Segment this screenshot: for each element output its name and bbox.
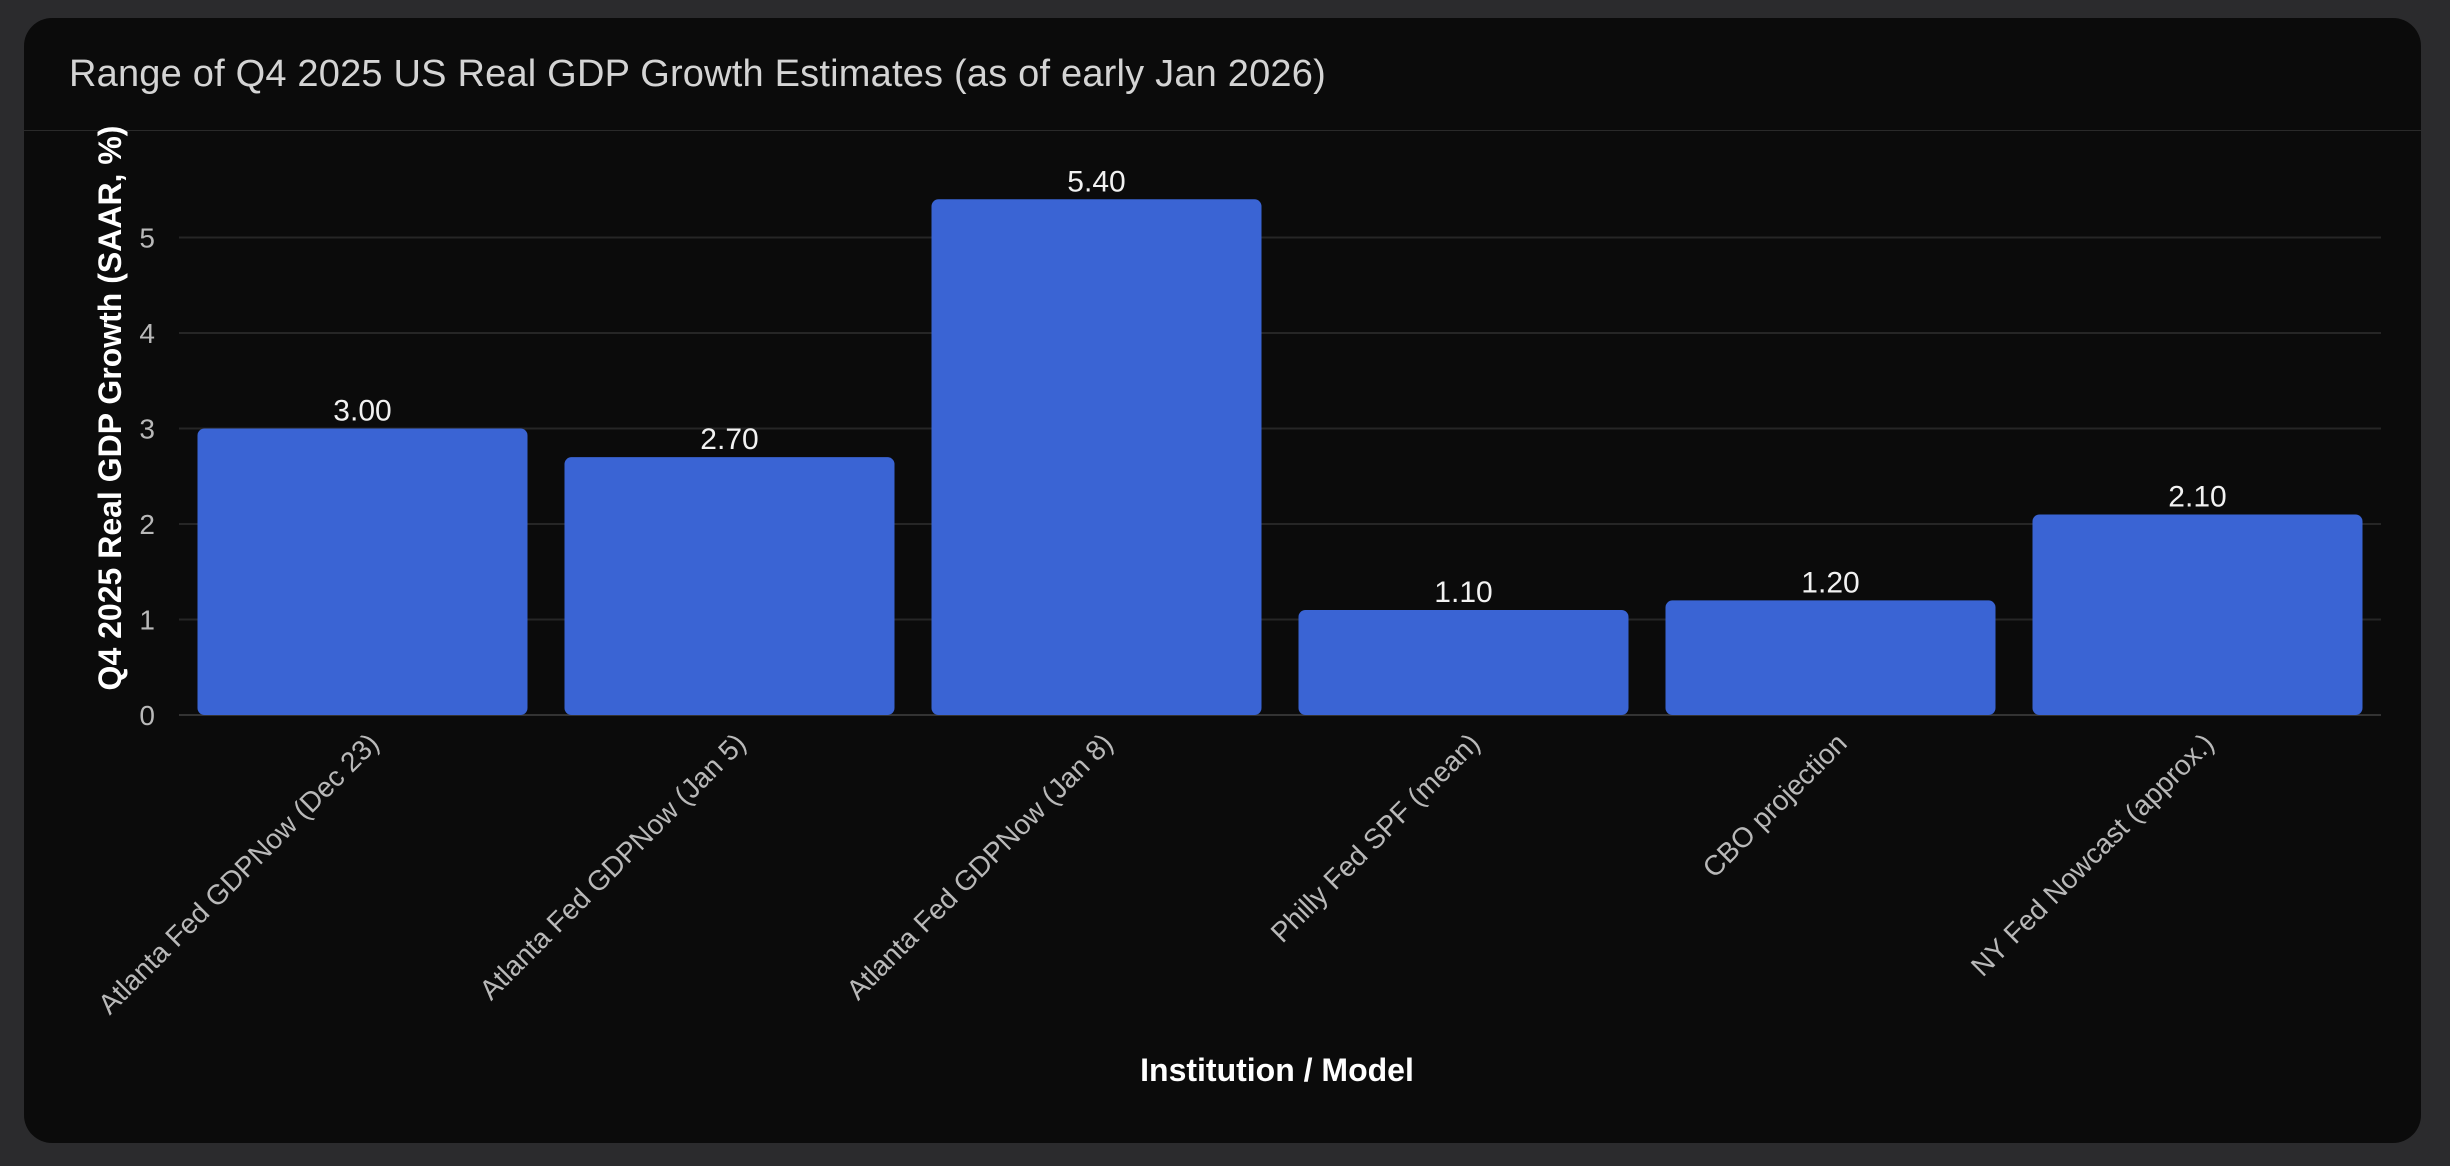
- x-axis-categories: Atlanta Fed GDPNow (Dec 23) Atlanta Fed G…: [92, 727, 2220, 1020]
- bar-value-label: 1.20: [1801, 566, 1859, 599]
- y-tick-label: 4: [139, 318, 155, 349]
- y-axis-ticks: 0 1 2 3 4 5: [139, 223, 155, 732]
- chart-card: Range of Q4 2025 US Real GDP Growth Esti…: [24, 18, 2421, 1143]
- bar-chart: 0 1 2 3 4 5 3.00 2.70 5.40 1.10 1.20 2.10 Atlanta …: [92, 126, 2381, 1088]
- x-category-label: Atlanta Fed GDPNow (Jan 8): [840, 727, 1118, 1005]
- bar: [1298, 609, 1629, 715]
- bar: [197, 428, 528, 715]
- y-tick-label: 5: [139, 223, 155, 254]
- gridlines: [179, 236, 2381, 716]
- bar-value-label: 2.70: [700, 423, 758, 456]
- bars: [197, 199, 2363, 716]
- x-axis-title: Institution / Model: [1140, 1052, 1414, 1088]
- bar: [2032, 514, 2363, 715]
- x-category-label: CBO projection: [1697, 727, 1853, 883]
- bar-value-label: 1.10: [1434, 576, 1492, 609]
- bar: [931, 199, 1262, 716]
- y-tick-label: 2: [139, 509, 155, 540]
- x-category-label: NY Fed Nowcast (approx.): [1965, 727, 2220, 982]
- bar: [564, 457, 895, 715]
- data-labels: 3.00 2.70 5.40 1.10 1.20 2.10: [333, 165, 2226, 609]
- bar-value-label: 5.40: [1067, 165, 1125, 198]
- y-tick-label: 3: [139, 414, 155, 445]
- bar-value-label: 2.10: [2168, 480, 2226, 513]
- x-category-label: Atlanta Fed GDPNow (Dec 23): [92, 727, 385, 1020]
- bar-value-label: 3.00: [333, 395, 391, 428]
- y-tick-label: 0: [139, 700, 155, 731]
- x-category-label: Philly Fed SPF (mean): [1265, 727, 1486, 948]
- card-header: Range of Q4 2025 US Real GDP Growth Esti…: [24, 18, 2421, 131]
- y-tick-label: 1: [139, 605, 155, 636]
- y-axis-title: Q4 2025 Real GDP Growth (SAAR, %): [92, 126, 128, 691]
- bar: [1665, 600, 1996, 715]
- x-category-label: Atlanta Fed GDPNow (Jan 5): [473, 727, 751, 1005]
- chart-title: Range of Q4 2025 US Real GDP Growth Esti…: [69, 52, 1326, 95]
